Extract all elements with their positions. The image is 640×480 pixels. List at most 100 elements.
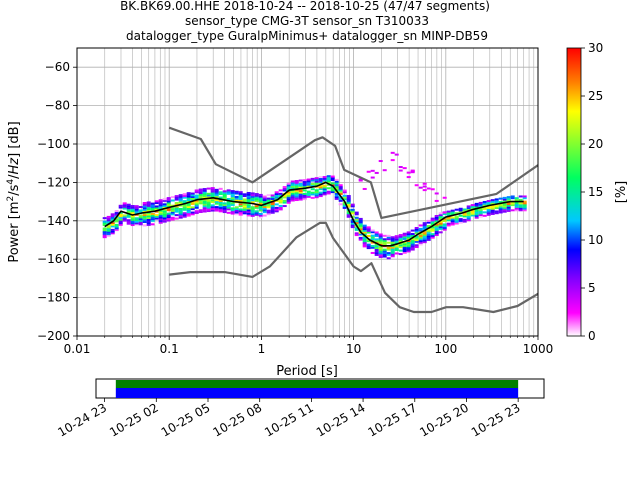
heatmap-cell bbox=[410, 229, 415, 232]
heatmap-cell bbox=[186, 211, 191, 214]
heatmap-cell bbox=[210, 206, 215, 209]
heatmap-cell bbox=[170, 218, 175, 221]
heatmap-cell bbox=[222, 195, 227, 198]
heatmap-cell bbox=[306, 178, 311, 181]
heatmap-cell bbox=[310, 193, 315, 196]
heatmap-cell bbox=[154, 205, 159, 208]
heatmap-cell bbox=[138, 211, 143, 214]
heatmap-cell bbox=[490, 199, 495, 202]
heatmap-cell bbox=[514, 207, 519, 210]
heatmap-cell bbox=[302, 194, 307, 197]
heatmap-cell bbox=[182, 213, 187, 216]
heatmap-cell bbox=[354, 232, 359, 235]
heatmap-cell bbox=[382, 253, 387, 256]
heatmap-cell bbox=[142, 217, 147, 220]
heatmap-cell bbox=[322, 176, 327, 179]
heatmap-cell bbox=[358, 224, 363, 227]
heatmap-cell bbox=[458, 207, 463, 210]
heatmap-cell bbox=[422, 241, 427, 244]
heatmap-cell bbox=[418, 224, 423, 227]
heatmap-cell bbox=[202, 196, 207, 199]
heatmap-cell bbox=[110, 213, 115, 216]
heatmap-cell bbox=[218, 196, 223, 199]
heatmap-cell bbox=[482, 214, 487, 217]
heatmap-cell bbox=[250, 199, 255, 202]
heatmap-cell bbox=[390, 239, 395, 242]
heatmap-cell bbox=[486, 206, 491, 209]
heatmap-cell bbox=[158, 200, 163, 203]
heatmap-cell bbox=[166, 197, 171, 200]
heatmap-cell bbox=[246, 212, 251, 215]
heatmap-cell bbox=[210, 209, 215, 212]
heatmap-cell bbox=[322, 189, 327, 192]
heatmap-cell bbox=[430, 233, 435, 236]
heatmap-cell bbox=[402, 241, 407, 244]
heatmap-cell bbox=[206, 204, 211, 207]
heatmap-cell bbox=[246, 200, 251, 203]
heatmap-cell bbox=[230, 190, 235, 193]
heatmap-cell bbox=[506, 206, 511, 209]
heatmap-cell bbox=[162, 199, 167, 202]
heatmap-cell bbox=[286, 198, 291, 201]
heatmap-cell bbox=[450, 221, 455, 224]
heatmap-cell bbox=[194, 196, 199, 199]
heatmap-cell bbox=[242, 212, 247, 215]
heatmap-cell bbox=[398, 253, 403, 256]
heatmap-cell bbox=[226, 204, 231, 207]
heatmap-cell bbox=[226, 203, 231, 206]
heatmap-cell bbox=[214, 206, 219, 209]
heatmap-cell bbox=[170, 209, 175, 212]
heatmap-cell bbox=[342, 206, 347, 209]
heatmap-cell bbox=[250, 206, 255, 209]
heatmap-cell bbox=[338, 203, 343, 206]
heatmap-cell bbox=[130, 215, 135, 218]
heatmap-cell bbox=[114, 223, 119, 226]
heatmap-cell-sparse bbox=[442, 211, 447, 214]
heatmap-cell bbox=[186, 193, 191, 196]
heatmap-cell bbox=[310, 188, 315, 191]
heatmap-cell-sparse bbox=[422, 189, 427, 192]
heatmap-cell bbox=[138, 214, 143, 217]
heatmap-cell bbox=[238, 204, 243, 207]
heatmap-cell bbox=[390, 250, 395, 253]
heatmap-cell bbox=[250, 207, 255, 210]
heatmap-cell bbox=[202, 194, 207, 197]
heatmap-cell bbox=[522, 197, 527, 200]
heatmap-cell bbox=[330, 182, 335, 185]
heatmap-cell bbox=[122, 205, 127, 208]
heatmap-cell bbox=[358, 236, 363, 239]
heatmap-cell bbox=[490, 202, 495, 205]
heatmap-cell bbox=[502, 205, 507, 208]
heatmap-cell bbox=[106, 221, 111, 224]
heatmap-cell bbox=[410, 243, 415, 246]
heatmap-cell bbox=[202, 201, 207, 204]
heatmap-cell bbox=[110, 232, 115, 235]
heatmap-cell bbox=[518, 205, 523, 208]
heatmap-cell bbox=[230, 191, 235, 194]
heatmap-cell bbox=[162, 208, 167, 211]
heatmap-cell bbox=[462, 218, 467, 221]
heatmap-cell bbox=[182, 203, 187, 206]
heatmap-cell-sparse bbox=[426, 187, 431, 190]
heatmap-cell bbox=[298, 186, 303, 189]
x-tick-label: 1 bbox=[258, 342, 266, 356]
heatmap-cell bbox=[498, 211, 503, 214]
heatmap-cell bbox=[338, 184, 343, 187]
heatmap-cell bbox=[162, 217, 167, 220]
heatmap-cell bbox=[110, 228, 115, 231]
heatmap-cell bbox=[266, 211, 271, 214]
x-tick-label: 0.1 bbox=[160, 342, 179, 356]
heatmap-cell bbox=[142, 219, 147, 222]
heatmap-cell bbox=[274, 196, 279, 199]
heatmap-cell bbox=[234, 206, 239, 209]
heatmap-cell bbox=[386, 252, 391, 255]
heatmap-cell bbox=[202, 188, 207, 191]
heatmap-cell bbox=[230, 198, 235, 201]
heatmap-cell bbox=[394, 252, 399, 255]
heatmap-cell bbox=[350, 203, 355, 206]
heatmap-cell bbox=[470, 212, 475, 215]
heatmap-cell bbox=[194, 201, 199, 204]
heatmap-cell bbox=[426, 225, 431, 228]
heatmap-cell bbox=[374, 234, 379, 237]
heatmap-cell-sparse bbox=[406, 176, 411, 179]
